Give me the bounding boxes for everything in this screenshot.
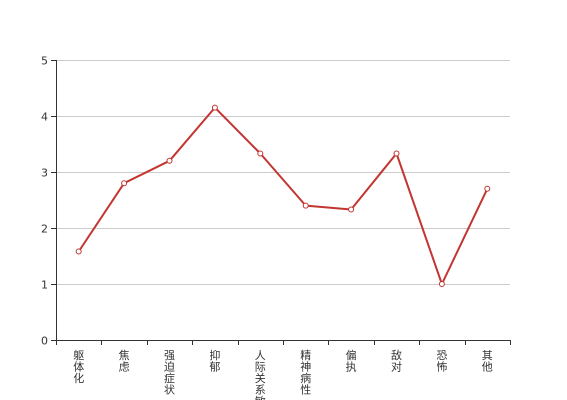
data-point[interactable] [485,186,490,191]
y-tick-label: 4 [41,111,48,124]
x-tick-label: 其他 [482,349,493,374]
grid-layer [56,61,510,285]
data-point[interactable] [76,249,81,254]
x-tick-label: 躯体化 [73,349,84,385]
y-tick-label: 1 [41,279,48,292]
data-point[interactable] [212,105,217,110]
series-layer [76,105,490,286]
data-point[interactable] [439,282,444,287]
series-line [79,108,488,284]
x-tick-label: 精神病性 [300,349,311,397]
x-tick-label: 焦虑 [119,349,130,374]
data-point[interactable] [303,203,308,208]
data-point[interactable] [349,207,354,212]
data-point[interactable] [394,151,399,156]
y-tick-label: 2 [41,223,48,236]
data-point[interactable] [122,181,127,186]
x-tick-label: 抑郁 [209,348,220,374]
x-tick-label: 恐怖 [436,349,447,374]
x-tick-label: 人际关系敏感 [255,349,266,400]
data-point[interactable] [258,151,263,156]
x-tick-label: 敌对 [391,348,402,374]
label-layer: 0 1 2 3 4 5 躯体化 焦虑 强迫症状 抑郁 人际关系敏感 精神病性 偏执 敌对 恐怖 其他 [41,55,493,400]
y-tick-label: 3 [41,167,48,180]
axis-layer [51,60,511,345]
data-point[interactable] [167,158,172,163]
y-tick-label: 5 [41,55,48,68]
x-tick-label: 强迫症状 [164,349,175,397]
x-tick-label: 偏执 [346,348,357,374]
y-tick-label: 0 [41,335,48,348]
